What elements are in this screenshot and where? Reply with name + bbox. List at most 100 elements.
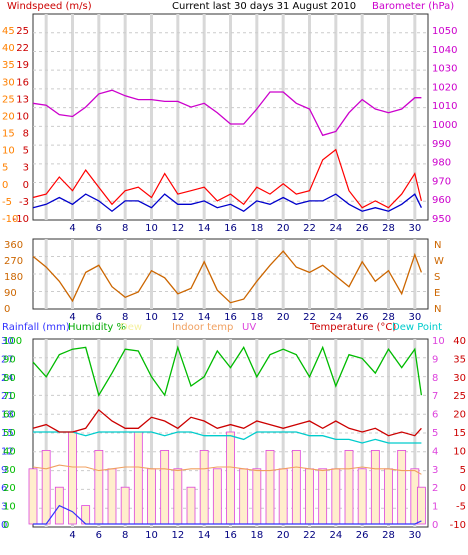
windspeed-inner-tick-label: 10 <box>16 111 29 122</box>
humidity-tick-label: 70 <box>3 391 16 402</box>
p3-x-tick-label: 20 <box>277 530 290 541</box>
uv-tick-label: 6 <box>432 410 438 421</box>
humidity-tick-label: 60 <box>3 410 16 421</box>
windspeed-inner-tick-label: 25 <box>16 26 29 37</box>
humidity-tick-label: 10 <box>3 502 16 513</box>
p3-x-tick-label: 18 <box>250 530 263 541</box>
uv-bar <box>397 449 407 525</box>
panel3-content: 4 6 8 10 12 14 16 18 20 22 24 26 28 30302724211815129… <box>1 336 466 541</box>
rainfall-label: Rainfall (mm) <box>2 322 70 333</box>
p1-x-tick-label: 22 <box>303 223 316 234</box>
windspeed-inner-tick-label: 19 <box>16 60 29 71</box>
p2-x-tick-label: 20 <box>277 312 290 323</box>
p2-x-tick-label: 18 <box>250 312 263 323</box>
dew-short-label: Dew <box>120 322 142 333</box>
rainfall-tick-label: 9 <box>1 465 7 476</box>
uv-tick-label: 1 <box>432 502 438 513</box>
p3-x-tick-label: 24 <box>329 530 342 541</box>
windspeed-outer-tick-label: 20 <box>2 111 15 122</box>
p1-x-tick-label: 14 <box>198 223 211 234</box>
p1-x-tick-label: 10 <box>145 223 158 234</box>
uv-bar <box>252 468 262 525</box>
chart-title: Current last 30 days 31 August 2010 <box>172 1 356 12</box>
windspeed-inner-tick-label: 8 <box>23 129 29 140</box>
wind-gust-line <box>32 148 422 209</box>
rainfall-tick-label: 3 <box>1 502 7 513</box>
p2-x-tick-label: 8 <box>122 312 128 323</box>
barometer-tick-label: 970 <box>432 176 451 187</box>
p1-x-tick-label: 30 <box>408 223 421 234</box>
indoor-temp-line <box>32 464 422 475</box>
temperature-tick-label: 35 <box>453 354 466 365</box>
p2-x-tick-label: 4 <box>69 312 75 323</box>
temperature-line <box>32 408 422 437</box>
temperature-tick-label: 40 <box>453 336 466 347</box>
temperature-label: Temperature (°C) <box>309 322 396 333</box>
wind-direction-tick-label: 180 <box>4 272 23 283</box>
p1-x-tick-label: 18 <box>250 223 263 234</box>
windspeed-inner-tick-label: 16 <box>16 77 29 88</box>
temperature-tick-label: 15 <box>453 428 466 439</box>
wind-direction-line <box>32 250 423 304</box>
p3-x-tick-label: 4 <box>69 530 75 541</box>
windspeed-axis-label: Windspeed (m/s) <box>7 1 92 12</box>
p1-x-tick-label: 26 <box>356 223 369 234</box>
temperature-tick-label: 10 <box>453 446 466 457</box>
barometer-tick-label: 1030 <box>432 64 457 75</box>
temperature-tick-label: 5 <box>460 465 466 476</box>
uv-tick-label: 7 <box>432 391 438 402</box>
barometer-tick-label: 1050 <box>432 26 457 37</box>
p3-x-tick-label: 28 <box>382 530 395 541</box>
uv-bar <box>278 468 288 525</box>
p3-x-tick-label: 30 <box>408 530 421 541</box>
p2-x-tick-label: 26 <box>356 312 369 323</box>
uv-bar <box>173 468 183 525</box>
indoor-temp-label: Indoor temp <box>172 322 233 333</box>
uv-bar <box>28 468 38 525</box>
rainfall-tick-label: 27 <box>1 354 14 365</box>
humidity-tick-label: 50 <box>3 428 16 439</box>
compass-tick-label: E <box>434 288 440 299</box>
rainfall-tick-label: 12 <box>1 446 14 457</box>
uv-tick-label: 8 <box>432 373 438 384</box>
uv-bar <box>357 468 367 525</box>
barometer-tick-label: 980 <box>432 158 451 169</box>
uv-tick-label: 4 <box>432 446 438 457</box>
p1-x-tick-label: 16 <box>224 223 237 234</box>
barometer-line <box>32 89 422 137</box>
uv-bar <box>417 486 426 525</box>
uv-bar <box>160 449 170 525</box>
p2-x-tick-label: 22 <box>303 312 316 323</box>
uv-bar <box>239 468 249 525</box>
uv-tick-label: 9 <box>432 354 438 365</box>
windspeed-outer-tick-label: 25 <box>2 94 15 105</box>
compass-tick-label: S <box>434 272 440 283</box>
p3-x-tick-label: 26 <box>356 530 369 541</box>
rainfall-tick-label: 15 <box>1 428 14 439</box>
rainfall-tick-label: 18 <box>1 410 14 421</box>
uv-tick-label: 3 <box>432 465 438 476</box>
humidity-line <box>32 345 423 397</box>
p3-x-tick-label: 8 <box>122 530 128 541</box>
barometer-tick-label: 990 <box>432 139 451 150</box>
temperature-tick-label: 20 <box>453 410 466 421</box>
humidity-tick-label: 90 <box>3 354 16 365</box>
barometer-tick-label: 1040 <box>432 45 457 56</box>
uv-bar <box>120 486 130 525</box>
compass-tick-label: N <box>434 304 441 315</box>
uv-label: UV <box>242 322 256 333</box>
uv-bar <box>94 449 104 525</box>
temperature-tick-label: 30 <box>453 373 466 384</box>
p3-x-tick-label: 12 <box>171 530 184 541</box>
p2-x-tick-label: 10 <box>145 312 158 323</box>
p1-x-tick-label: 28 <box>382 223 395 234</box>
rainfall-tick-label: 6 <box>1 483 7 494</box>
p1-x-tick-label: 12 <box>171 223 184 234</box>
temperature-tick-label: -5 <box>456 502 466 513</box>
uv-bar <box>107 468 117 525</box>
wind-direction-tick-label: 0 <box>4 304 10 315</box>
windspeed-outer-tick-label: 0 <box>2 180 8 191</box>
panel2-content: 4 6 8 10 12 14 16 18 20 22 24 26 28 30360270180900NWS… <box>4 239 444 323</box>
uv-bar <box>318 468 328 525</box>
